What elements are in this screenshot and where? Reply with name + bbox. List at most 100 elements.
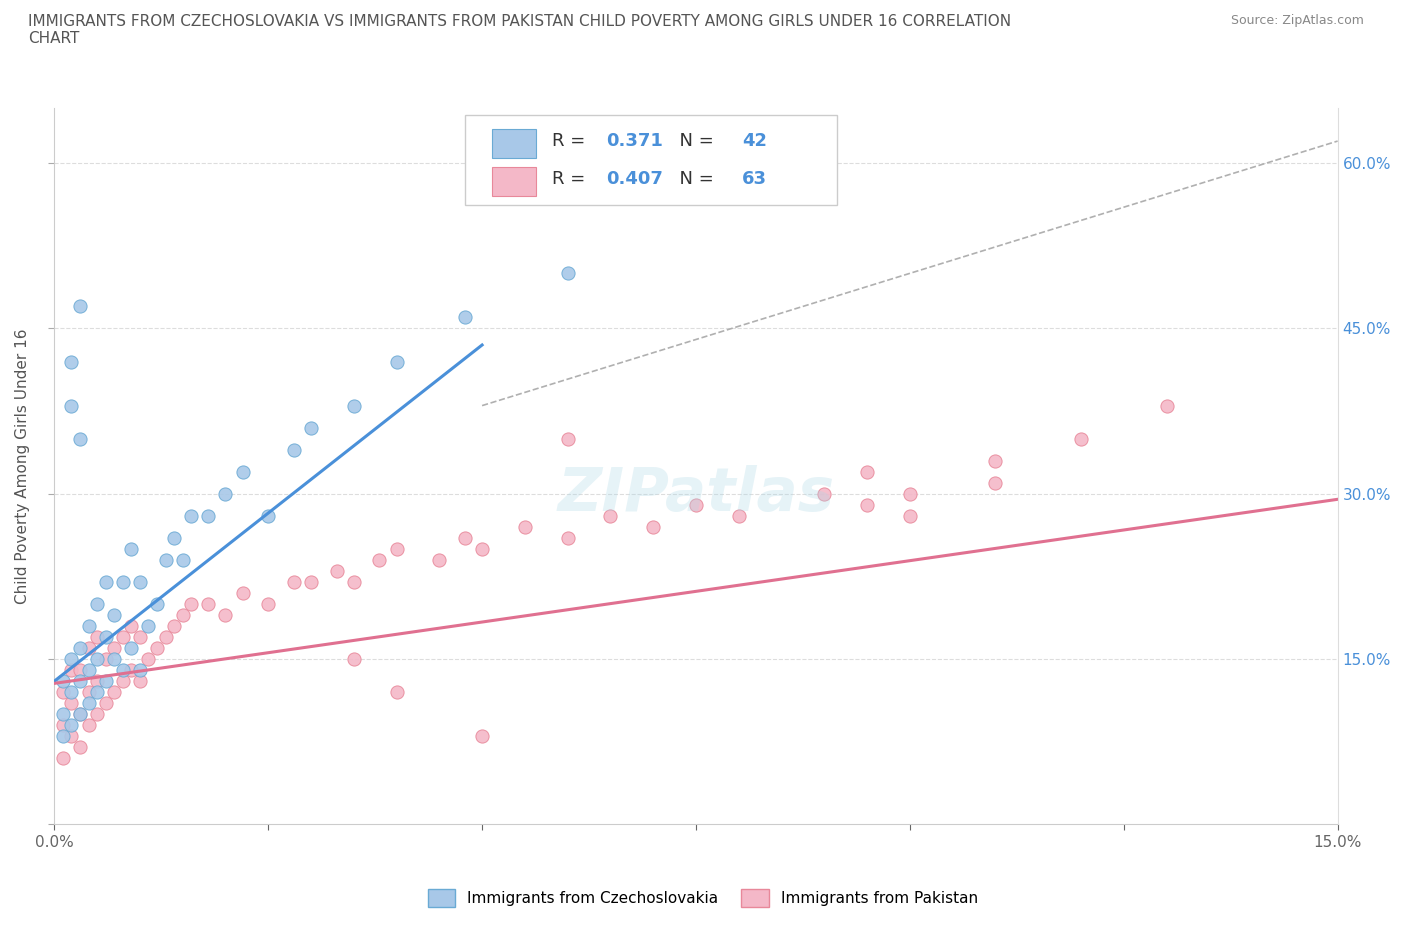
Point: [60, 729, 83, 744]
Point: [69, 641, 91, 656]
FancyBboxPatch shape: [492, 129, 536, 158]
Point: [146, 596, 169, 611]
Point: [94, 630, 117, 644]
Point: [471, 541, 494, 556]
Point: [52, 673, 75, 688]
Point: [77, 618, 100, 633]
Point: [214, 486, 236, 501]
Point: [60, 652, 83, 667]
Point: [86, 707, 108, 722]
Point: [856, 498, 879, 512]
Point: [120, 541, 142, 556]
Point: [111, 575, 134, 590]
Point: [60, 398, 83, 413]
Point: [128, 663, 150, 678]
Point: [103, 607, 125, 622]
Point: [77, 696, 100, 711]
Point: [120, 641, 142, 656]
Point: [155, 630, 177, 644]
Point: [86, 596, 108, 611]
Point: [103, 641, 125, 656]
Point: [513, 520, 536, 535]
Point: [103, 684, 125, 699]
Point: [146, 641, 169, 656]
Point: [231, 586, 253, 601]
Point: [343, 652, 366, 667]
Point: [60, 684, 83, 699]
Point: [557, 530, 579, 545]
Point: [163, 530, 186, 545]
Point: [111, 630, 134, 644]
Legend: Immigrants from Czechoslovakia, Immigrants from Pakistan: Immigrants from Czechoslovakia, Immigran…: [422, 884, 984, 913]
Point: [898, 509, 921, 524]
Text: Source: ZipAtlas.com: Source: ZipAtlas.com: [1230, 14, 1364, 27]
Y-axis label: Child Poverty Among Girls Under 16: Child Poverty Among Girls Under 16: [15, 328, 30, 604]
Point: [231, 464, 253, 479]
Point: [86, 652, 108, 667]
Text: R =: R =: [553, 132, 592, 151]
Text: R =: R =: [553, 170, 592, 188]
Point: [120, 663, 142, 678]
Point: [69, 673, 91, 688]
Point: [69, 707, 91, 722]
Point: [325, 564, 347, 578]
Point: [898, 486, 921, 501]
Point: [52, 707, 75, 722]
Point: [138, 652, 160, 667]
Point: [454, 310, 477, 325]
Point: [86, 673, 108, 688]
Point: [197, 596, 219, 611]
Point: [128, 673, 150, 688]
Point: [984, 475, 1007, 490]
Point: [94, 652, 117, 667]
Point: [343, 575, 366, 590]
Point: [94, 575, 117, 590]
Point: [69, 432, 91, 446]
Point: [60, 696, 83, 711]
Point: [77, 718, 100, 733]
Point: [52, 684, 75, 699]
Point: [60, 718, 83, 733]
Point: [86, 630, 108, 644]
Point: [77, 663, 100, 678]
Point: [984, 453, 1007, 468]
Point: [120, 618, 142, 633]
Point: [94, 673, 117, 688]
Point: [257, 596, 280, 611]
Point: [138, 618, 160, 633]
Point: [197, 509, 219, 524]
Point: [111, 673, 134, 688]
Point: [283, 575, 305, 590]
Point: [427, 552, 450, 567]
Point: [163, 618, 186, 633]
Point: [172, 607, 194, 622]
Text: 42: 42: [742, 132, 768, 151]
Point: [77, 684, 100, 699]
Point: [385, 684, 408, 699]
Point: [180, 509, 202, 524]
Text: 0.407: 0.407: [606, 170, 664, 188]
Point: [1070, 432, 1092, 446]
Point: [69, 663, 91, 678]
Point: [155, 552, 177, 567]
Point: [343, 398, 366, 413]
Text: N =: N =: [668, 170, 720, 188]
Point: [385, 541, 408, 556]
Text: ZIPatlas: ZIPatlas: [557, 465, 835, 525]
Point: [60, 354, 83, 369]
Point: [128, 630, 150, 644]
Point: [103, 652, 125, 667]
Point: [257, 509, 280, 524]
Point: [52, 718, 75, 733]
Point: [299, 575, 322, 590]
FancyBboxPatch shape: [492, 166, 536, 195]
Point: [94, 696, 117, 711]
Point: [643, 520, 665, 535]
Point: [599, 509, 621, 524]
Point: [52, 729, 75, 744]
Text: 0.371: 0.371: [606, 132, 664, 151]
Point: [856, 464, 879, 479]
Point: [52, 751, 75, 765]
Point: [385, 354, 408, 369]
Point: [111, 663, 134, 678]
